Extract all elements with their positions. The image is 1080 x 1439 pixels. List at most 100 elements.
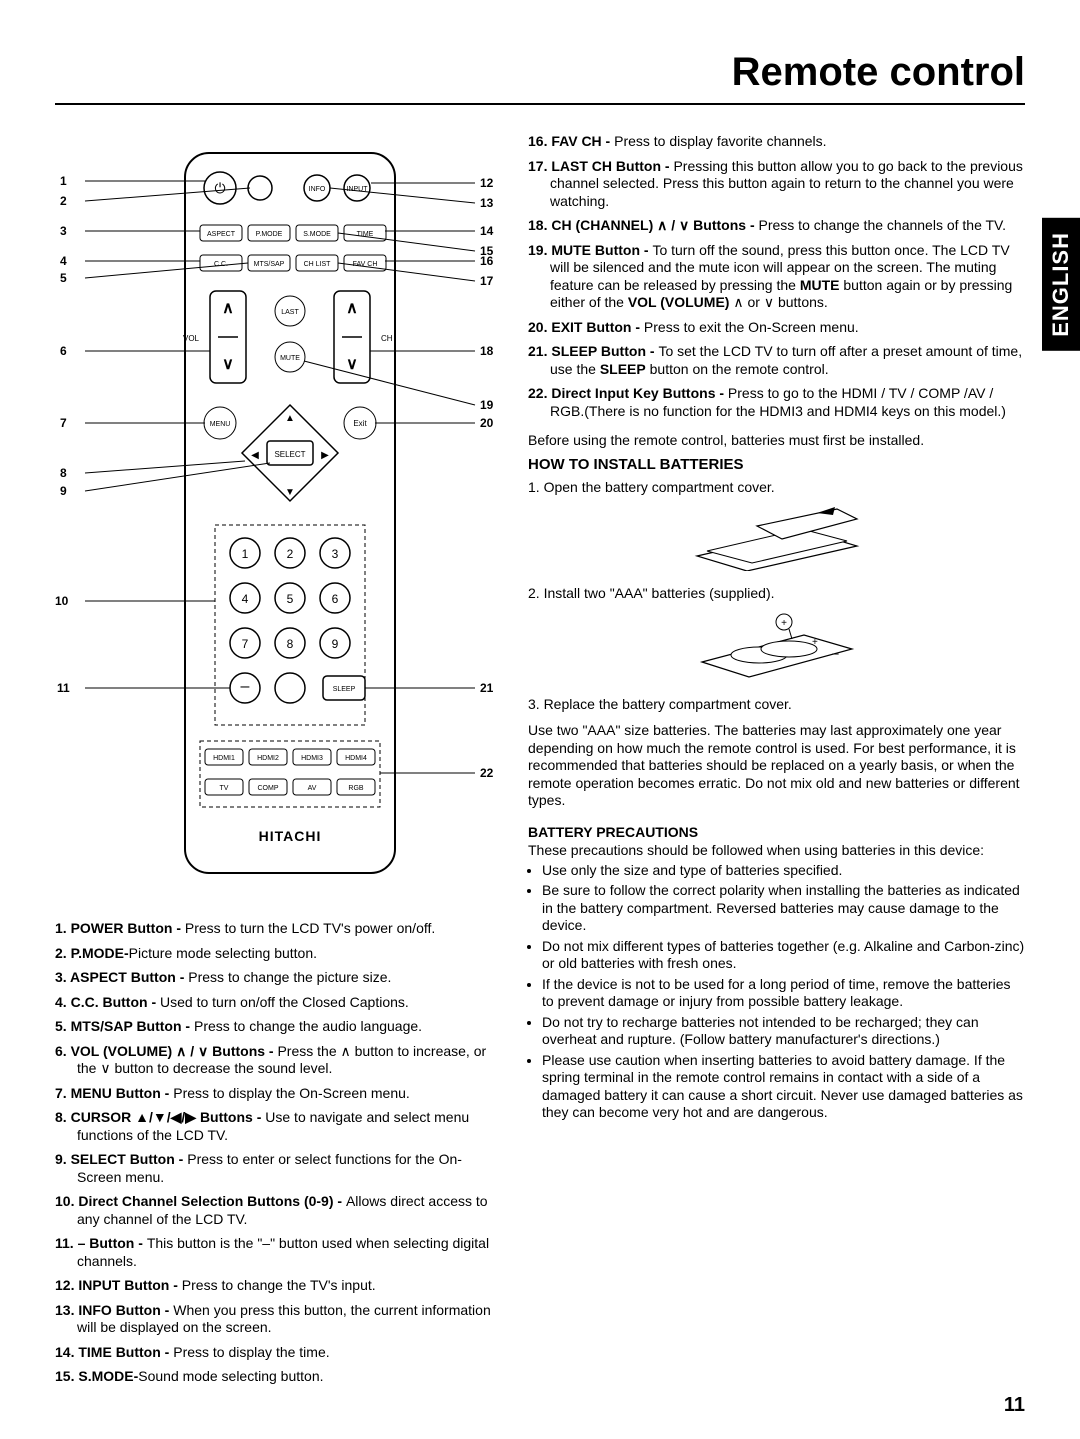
svg-text:SELECT: SELECT xyxy=(274,450,305,459)
svg-text:AV: AV xyxy=(308,785,317,792)
left-column: ⏻ INFO INPUT ASPECT P.MODE S.MODE TIME C… xyxy=(55,133,500,1393)
svg-text:5: 5 xyxy=(287,592,294,606)
svg-text:VOL: VOL xyxy=(183,334,200,343)
svg-text:1: 1 xyxy=(242,547,249,561)
list-item: Please use caution when inserting batter… xyxy=(542,1052,1025,1122)
svg-text:◀: ◀ xyxy=(251,450,259,461)
svg-text:SLEEP: SLEEP xyxy=(333,686,356,693)
columns: ⏻ INFO INPUT ASPECT P.MODE S.MODE TIME C… xyxy=(55,133,1025,1393)
list-item: 15. S.MODE-Sound mode selecting button. xyxy=(55,1368,500,1386)
svg-text:RGB: RGB xyxy=(348,785,364,792)
svg-text:3: 3 xyxy=(60,224,67,238)
list-item: Do not mix different types of batteries … xyxy=(542,938,1025,973)
svg-text:7: 7 xyxy=(60,416,67,430)
svg-text:22: 22 xyxy=(480,766,494,780)
battery-cover-open-illustration xyxy=(687,501,867,571)
right-column: 16. FAV CH - Press to display favorite c… xyxy=(528,133,1025,1393)
svg-text:13: 13 xyxy=(480,196,494,210)
list-item: 20. EXIT Button - Press to exit the On-S… xyxy=(528,319,1025,337)
svg-text:11: 11 xyxy=(57,681,70,695)
svg-text:2: 2 xyxy=(287,547,294,561)
svg-text:TV: TV xyxy=(220,785,229,792)
list-item: Use only the size and type of batteries … xyxy=(542,862,1025,880)
list-item: 14. TIME Button - Press to display the t… xyxy=(55,1344,500,1362)
svg-text:∨: ∨ xyxy=(346,356,358,373)
list-item: 22. Direct Input Key Buttons - Press to … xyxy=(528,385,1025,420)
svg-text:ASPECT: ASPECT xyxy=(207,231,236,238)
svg-text:HDMI4: HDMI4 xyxy=(345,755,367,762)
list-item: 11. – Button - This button is the "–" bu… xyxy=(55,1235,500,1270)
howto-title: HOW TO INSTALL BATTERIES xyxy=(528,456,1025,473)
svg-text:8: 8 xyxy=(287,637,294,651)
svg-text:MTS/SAP: MTS/SAP xyxy=(254,261,285,268)
svg-text:INFO: INFO xyxy=(309,186,326,193)
svg-text:Exit: Exit xyxy=(353,419,367,428)
svg-text:▼: ▼ xyxy=(285,487,295,498)
list-item: 4. C.C. Button - Used to turn on/off the… xyxy=(55,994,500,1012)
language-tab: ENGLISH xyxy=(1042,218,1080,351)
svg-text:HITACHI: HITACHI xyxy=(259,828,322,844)
precautions-lead: These precautions should be followed whe… xyxy=(528,842,1025,858)
list-item: 9. SELECT Button - Press to enter or sel… xyxy=(55,1151,500,1186)
list-item: 13. INFO Button - When you press this bu… xyxy=(55,1302,500,1337)
list-item: 6. VOL (VOLUME) ∧ / ∨ Buttons - Press th… xyxy=(55,1043,500,1078)
precautions-list: Use only the size and type of batteries … xyxy=(528,862,1025,1122)
use-paragraph: Use two "AAA" size batteries. The batter… xyxy=(528,722,1025,810)
list-item: 2. P.MODE-Picture mode selecting button. xyxy=(55,945,500,963)
list-item: 3. ASPECT Button - Press to change the p… xyxy=(55,969,500,987)
list-item: If the device is not to be used for a lo… xyxy=(542,976,1025,1011)
svg-text:LAST: LAST xyxy=(281,309,299,316)
svg-text:P.MODE: P.MODE xyxy=(256,231,283,238)
svg-text:2: 2 xyxy=(60,194,67,208)
battery-install-illustration: + + – xyxy=(694,607,859,682)
svg-text:▲: ▲ xyxy=(285,413,295,424)
list-item: Do not try to recharge batteries not int… xyxy=(542,1014,1025,1049)
right-description-list: 16. FAV CH - Press to display favorite c… xyxy=(528,133,1025,420)
svg-text:CH LIST: CH LIST xyxy=(304,261,332,268)
svg-text:MUTE: MUTE xyxy=(280,355,300,362)
list-item: 21. SLEEP Button - To set the LCD TV to … xyxy=(528,343,1025,378)
svg-text:7: 7 xyxy=(242,637,249,651)
remote-diagram: ⏻ INFO INPUT ASPECT P.MODE S.MODE TIME C… xyxy=(55,133,500,893)
svg-text:+: + xyxy=(781,618,787,629)
svg-text:4: 4 xyxy=(60,254,67,268)
list-item: 10. Direct Channel Selection Buttons (0-… xyxy=(55,1193,500,1228)
precautions-title: BATTERY PRECAUTIONS xyxy=(528,824,1025,840)
svg-text:6: 6 xyxy=(60,344,67,358)
left-description-list: 1. POWER Button - Press to turn the LCD … xyxy=(55,920,500,1386)
svg-text:16: 16 xyxy=(480,254,494,268)
svg-text:20: 20 xyxy=(480,416,494,430)
svg-text:1: 1 xyxy=(60,174,67,188)
svg-text:⏻: ⏻ xyxy=(214,180,225,196)
svg-text:HDMI3: HDMI3 xyxy=(301,755,323,762)
svg-text:9: 9 xyxy=(60,484,67,498)
list-item: Be sure to follow the correct polarity w… xyxy=(542,882,1025,935)
howto-step-2: 2. Install two "AAA" batteries (supplied… xyxy=(528,585,1025,601)
svg-text:21: 21 xyxy=(480,681,494,695)
svg-text:14: 14 xyxy=(480,224,494,238)
svg-text:10: 10 xyxy=(55,594,69,608)
svg-text:∧: ∧ xyxy=(346,300,358,317)
svg-text:C.C.: C.C. xyxy=(214,261,228,268)
list-item: 8. CURSOR ▲/▼/◀/▶ Buttons - Use to navig… xyxy=(55,1109,500,1144)
svg-text:CH: CH xyxy=(381,334,393,343)
svg-text:6: 6 xyxy=(332,592,339,606)
svg-text:12: 12 xyxy=(480,176,494,190)
list-item: 17. LAST CH Button - Pressing this butto… xyxy=(528,158,1025,211)
list-item: 12. INPUT Button - Press to change the T… xyxy=(55,1277,500,1295)
svg-text:S.MODE: S.MODE xyxy=(303,231,331,238)
svg-text:8: 8 xyxy=(60,466,67,480)
howto-step-1: 1. Open the battery compartment cover. xyxy=(528,479,1025,495)
page-number: 11 xyxy=(1004,1394,1025,1417)
svg-text:∧: ∧ xyxy=(222,300,234,317)
page-title: Remote control xyxy=(55,50,1025,105)
svg-text:–: – xyxy=(241,678,250,695)
list-item: 16. FAV CH - Press to display favorite c… xyxy=(528,133,1025,151)
svg-text:▶: ▶ xyxy=(321,450,329,461)
howto-step-3: 3. Replace the battery compartment cover… xyxy=(528,696,1025,712)
list-item: 19. MUTE Button - To turn off the sound,… xyxy=(528,242,1025,312)
svg-text:4: 4 xyxy=(242,592,249,606)
list-item: 7. MENU Button - Press to display the On… xyxy=(55,1085,500,1103)
svg-text:HDMI1: HDMI1 xyxy=(213,755,235,762)
svg-text:∨: ∨ xyxy=(222,356,234,373)
